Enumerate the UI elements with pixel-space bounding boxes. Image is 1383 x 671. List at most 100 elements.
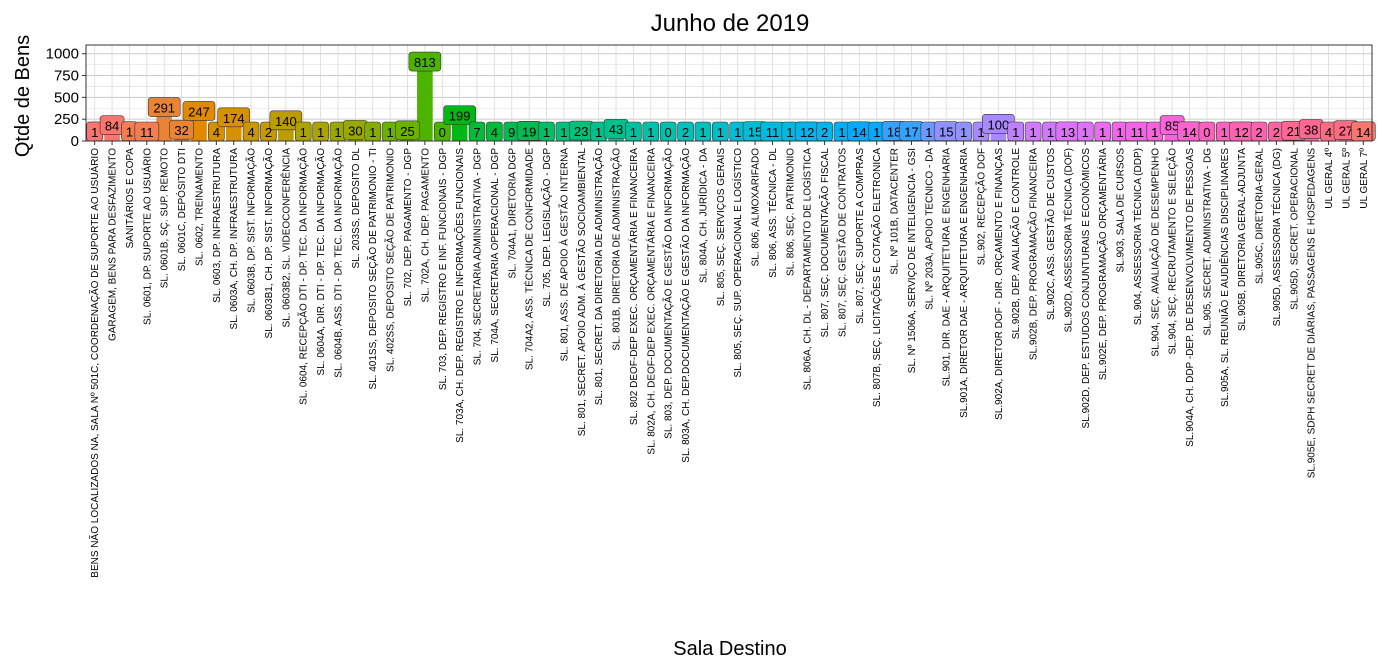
data-label: 43	[609, 122, 623, 137]
bar	[417, 70, 433, 141]
data-label: 1	[1030, 125, 1037, 140]
data-label: 12	[1234, 125, 1248, 140]
data-label: 38	[1304, 123, 1318, 138]
x-tick-label: SL. 401SS, DEPOSITO SEÇÃO DE PATRIMONIO …	[366, 148, 379, 390]
x-tick-label: SL. 0603B1, CH. DP. SIST. INFORMAÇÃO	[262, 148, 275, 339]
data-label: 1	[300, 125, 307, 140]
data-label: 4	[213, 125, 220, 140]
data-label: 1	[1012, 125, 1019, 140]
data-label: 1	[334, 125, 341, 140]
x-tick-label: SL.905A, SL. REUNIÃO E AUDIÊNCIAS DISCIP…	[1218, 148, 1231, 407]
x-tick-label: SL. 702, DEP. PAGAMENTO - DGP	[403, 148, 414, 307]
data-label: 1	[1221, 125, 1228, 140]
data-label-box	[147, 97, 181, 117]
x-tick-label: SL. 0603A, CH. DP. INFRAESTRUTURA	[229, 148, 240, 330]
x-tick-label: SL. 0601C, DEPÓSITO DTI	[175, 148, 188, 271]
data-label: 199	[449, 109, 471, 124]
x-tick-label: SL. 0601, DP. SUPORTE AO USUÁRIO	[140, 148, 153, 325]
data-label: 27	[1339, 124, 1353, 139]
data-label: 85	[1165, 119, 1179, 134]
data-label: 1	[560, 125, 567, 140]
x-tick-label: SL. 806, SEÇ. PATRIMONIO	[785, 148, 796, 276]
data-label: 18	[887, 124, 901, 139]
data-label: 2	[821, 125, 828, 140]
x-tick-label: SL. 803A, CH. DEP.DOCUMENTAÇÃO E GESTÃO …	[679, 148, 692, 463]
data-label: 1	[699, 125, 706, 140]
x-tick-label: SL. 806, ALMOXARIFADO	[751, 148, 762, 267]
data-label-box	[217, 107, 251, 128]
data-label: 1	[543, 125, 550, 140]
x-tick-label: SL. 704, SECRETARIA ADMINISTRATIVA - DGP	[473, 148, 484, 366]
data-label: 19	[522, 124, 536, 139]
x-tick-label: SL.902D, ASSESSORIA TÉCNICA (DOF)	[1061, 148, 1074, 332]
data-label-box	[395, 120, 420, 141]
data-label: 1	[91, 125, 98, 140]
data-label: 11	[140, 125, 154, 140]
data-label: 1	[977, 125, 984, 140]
data-label: 1	[786, 125, 793, 140]
data-label: 30	[348, 123, 362, 138]
x-tick-label: SL.905D, SECRET. OPERACIONAL	[1289, 148, 1300, 310]
bar	[173, 138, 190, 141]
data-label: 4	[491, 125, 498, 140]
data-label: 1	[734, 125, 741, 140]
x-tick-label: SL.902E, DEP. PROGRAMAÇÃO ORÇAMENTÁRIA	[1096, 148, 1109, 380]
x-tick-label: SL. 0604, RECEPÇÃO DTI - DP. TEC. DA INF…	[297, 148, 310, 405]
data-label: 0	[665, 125, 672, 140]
bar	[191, 119, 207, 141]
data-label: 291	[153, 101, 175, 116]
x-tick-label: SL.904A, CH. DDP -DEP. DE DESENVOLVIMENT…	[1185, 148, 1196, 447]
data-label: 1	[647, 125, 654, 140]
data-label: 1	[925, 125, 932, 140]
y-axis-title: Qtde de Bens	[12, 35, 34, 157]
data-label: 17	[904, 125, 918, 140]
data-label: 1	[369, 125, 376, 140]
x-tick-label: SL. 703A, CH. DEP. REGISTRO E INFORMAÇÕE…	[453, 148, 466, 443]
data-label: 15	[939, 125, 953, 140]
x-tick-label: SL. 807, SEÇ. GESTÃO DE CONTRATOS	[835, 148, 848, 337]
x-tick-label: SL.902A, DIRETOR DOF - DIR. ORÇAMENTO E …	[994, 148, 1005, 420]
x-tick-label: SL. 802A, CH. DEOF-DEP EXEC. ORÇAMENTÁRI…	[644, 148, 657, 455]
y-tick-label: 250	[54, 111, 79, 128]
data-label: 23	[574, 124, 588, 139]
bar	[156, 115, 173, 141]
x-tick-label: SL.905B, DIRETORIA GERAL-ADJUNTA	[1237, 148, 1248, 331]
data-label: 1	[960, 125, 967, 140]
data-label: 11	[766, 125, 780, 140]
x-tick-label: SL. 0604B, ASS. DTI - DP. TEC. DA INFORM…	[331, 148, 344, 378]
x-tick-label: SL.905E, SDPH SECRET DE DIÁRIAS, PASSAGE…	[1305, 148, 1318, 479]
x-tick-label: SL. 801, SECRET. APOIO ADM. À GESTÃO SOC…	[575, 148, 588, 437]
data-label: 140	[275, 114, 297, 129]
y-tick-label: 750	[54, 68, 79, 85]
data-label: 813	[414, 55, 436, 70]
x-tick-label: SANITÁRIOS E COPA	[123, 148, 136, 249]
x-tick-label: SL. 806A, CH. DL - DEPARTAMENTO DE LOGÍS…	[801, 148, 814, 391]
data-label: 2	[1255, 125, 1262, 140]
data-label: 9	[508, 125, 515, 140]
x-tick-label: SL.902B, DEP. AVALIAÇÃO E CONTROLE	[1009, 148, 1022, 340]
x-tick-label: SL.903, SALA DE CURSOS	[1116, 148, 1127, 273]
data-label-box	[408, 51, 442, 72]
data-label: 2	[1273, 125, 1280, 140]
x-tick-label: SL. 801B, DIRETORIA DE ADMINISTRAÇÃO	[610, 148, 623, 351]
x-tick-label: SL. 807, SEÇ. DOCUMENTAÇÃO FISCAL	[818, 148, 831, 338]
data-label: 7	[473, 125, 480, 140]
data-label: 4	[247, 125, 254, 140]
data-label: 0	[1203, 125, 1210, 140]
x-tick-label: SL.904, SEÇ. RECRUTAMENTO E SELEÇÃO	[1166, 148, 1179, 355]
bar	[225, 125, 242, 141]
x-tick-label: SL. 0603B, DP. SIST. INFORMAÇÃO	[245, 148, 258, 313]
x-tick-label: SL. 805, SEÇ. SERVIÇOS GERAIS	[716, 148, 727, 307]
plot-border	[85, 44, 1373, 142]
x-tick-label: UL GERAL 5º	[1341, 148, 1352, 209]
x-tick-label: SL. 0604A, DIR. DTI - DP. TEC. DA INFORM…	[314, 148, 327, 376]
x-tick-label: SL. 0601B, SÇ. SUP. REMOTO	[160, 148, 171, 288]
data-label: 25	[400, 124, 414, 139]
x-tick-label: SL. 203SS, DEPOSITO DL	[351, 148, 362, 269]
data-label: 14	[1356, 125, 1370, 140]
x-tick-label: SL. 807B, SEÇ. LICITAÇÕES E COTAÇÃO ELET…	[870, 148, 883, 407]
bar	[608, 137, 624, 141]
y-tick-label: 0	[71, 133, 79, 150]
x-tick-label: SL. Nº 203A, APOIO TECNICO - DA	[924, 148, 935, 310]
